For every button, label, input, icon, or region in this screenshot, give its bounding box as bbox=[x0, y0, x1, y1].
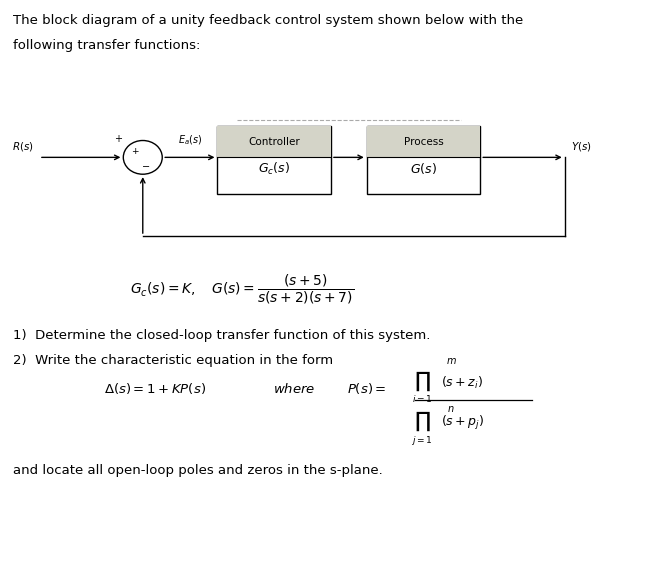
Text: The block diagram of a unity feedback control system shown below with the: The block diagram of a unity feedback co… bbox=[13, 14, 523, 27]
Text: 2)  Write the characteristic equation in the form: 2) Write the characteristic equation in … bbox=[13, 354, 333, 367]
Text: $G_c(s)$: $G_c(s)$ bbox=[258, 161, 290, 176]
Text: −: − bbox=[142, 162, 150, 173]
Text: +: + bbox=[114, 134, 122, 144]
Text: $G_c(s) = K, \quad G(s) = \dfrac{(s+5)}{s(s+2)(s+7)}$: $G_c(s) = K, \quad G(s) = \dfrac{(s+5)}{… bbox=[130, 273, 354, 306]
Text: $i{=}1$: $i{=}1$ bbox=[411, 393, 432, 405]
Text: $j{=}1$: $j{=}1$ bbox=[411, 434, 433, 447]
Text: $P(s) =$: $P(s) =$ bbox=[347, 382, 387, 396]
Text: 1)  Determine the closed-loop transfer function of this system.: 1) Determine the closed-loop transfer fu… bbox=[13, 329, 430, 342]
Text: following transfer functions:: following transfer functions: bbox=[13, 39, 201, 52]
FancyBboxPatch shape bbox=[367, 126, 480, 157]
Text: $E_a(s)$: $E_a(s)$ bbox=[178, 134, 203, 147]
Text: $(s+p_j)$: $(s+p_j)$ bbox=[441, 414, 485, 432]
FancyBboxPatch shape bbox=[217, 126, 331, 157]
Text: +: + bbox=[131, 147, 139, 156]
Text: Process: Process bbox=[404, 137, 443, 147]
Text: $\prod$: $\prod$ bbox=[413, 410, 430, 433]
Text: $(s+z_i)$: $(s+z_i)$ bbox=[441, 375, 484, 391]
Text: $\prod$: $\prod$ bbox=[413, 369, 430, 393]
Text: Controller: Controller bbox=[249, 137, 300, 147]
Text: $\Delta(s) = 1 + KP(s)$: $\Delta(s) = 1 + KP(s)$ bbox=[104, 382, 206, 396]
Text: $n$: $n$ bbox=[447, 404, 455, 414]
Text: and locate all open-loop poles and zeros in the s-plane.: and locate all open-loop poles and zeros… bbox=[13, 464, 383, 477]
Text: $where$: $where$ bbox=[273, 382, 315, 396]
Text: $R(s)$: $R(s)$ bbox=[12, 140, 34, 153]
FancyBboxPatch shape bbox=[367, 126, 480, 194]
Text: $m$: $m$ bbox=[446, 356, 456, 366]
Text: $Y(s)$: $Y(s)$ bbox=[571, 140, 592, 153]
Text: $G(s)$: $G(s)$ bbox=[410, 161, 437, 176]
FancyBboxPatch shape bbox=[217, 126, 331, 194]
